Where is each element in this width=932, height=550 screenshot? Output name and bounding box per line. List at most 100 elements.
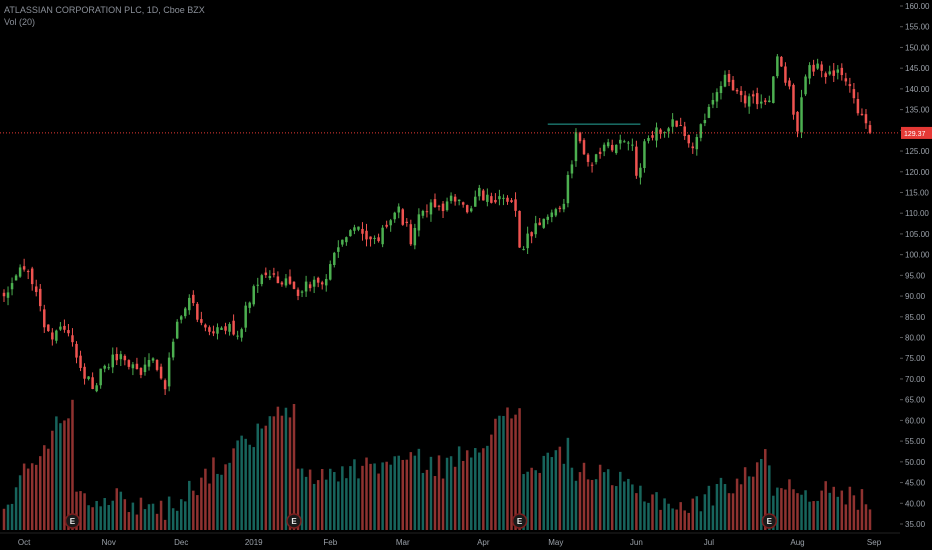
volume-bar bbox=[353, 459, 356, 530]
volume-bar bbox=[465, 450, 469, 530]
candle-body bbox=[679, 125, 682, 127]
volume-bar bbox=[22, 463, 26, 530]
volume-bar bbox=[135, 514, 139, 530]
candle-body bbox=[796, 111, 799, 132]
volume-bar bbox=[498, 415, 501, 530]
candle-body bbox=[381, 227, 384, 245]
volume-bar bbox=[373, 463, 376, 530]
volume-bar bbox=[296, 468, 300, 530]
candle-body bbox=[353, 227, 356, 231]
volume-bar bbox=[578, 472, 582, 530]
price-axis[interactable]: 35.00 40.00 45.00 50.00 55.00 60.00 65.00 70.00… bbox=[900, 2, 932, 529]
candle-body bbox=[562, 203, 566, 210]
candle-body bbox=[22, 266, 26, 270]
candle-body bbox=[55, 330, 58, 341]
volume-bar bbox=[478, 452, 481, 530]
candle-body bbox=[393, 212, 396, 220]
volume-bar bbox=[856, 509, 860, 530]
volume-bar bbox=[244, 438, 247, 530]
candle-body bbox=[99, 368, 102, 386]
volume-bar bbox=[409, 452, 413, 530]
candle-body bbox=[83, 366, 86, 379]
volume-bar bbox=[192, 490, 195, 530]
volume-bar bbox=[87, 505, 90, 530]
candle-body bbox=[675, 120, 678, 127]
volume-bar bbox=[667, 503, 670, 530]
candle-body bbox=[159, 366, 163, 379]
volume-bar bbox=[71, 399, 74, 530]
volume-bar bbox=[300, 468, 304, 530]
earnings-marker[interactable]: E bbox=[761, 513, 778, 529]
volume-bar bbox=[546, 452, 550, 530]
volume-bar bbox=[341, 466, 344, 530]
volume-bar bbox=[860, 489, 864, 530]
candle-body bbox=[216, 327, 219, 334]
volume-bar bbox=[864, 504, 868, 530]
candle-body bbox=[538, 222, 541, 226]
candle-body bbox=[780, 56, 783, 67]
candle-body bbox=[590, 164, 594, 166]
candle-body bbox=[715, 92, 719, 102]
volume-bar bbox=[212, 457, 215, 530]
candle-body bbox=[655, 127, 658, 141]
earnings-marker[interactable]: E bbox=[511, 513, 528, 529]
volume-bar bbox=[272, 416, 276, 530]
volume-bar bbox=[699, 511, 703, 530]
time-axis[interactable]: Oct Nov Dec 2019 Feb Mar Apr May Jun Jul Aug Sep bbox=[0, 532, 900, 547]
volume-bar bbox=[115, 488, 119, 530]
volume-bar bbox=[437, 455, 441, 530]
candle-body bbox=[147, 359, 151, 367]
candle-body bbox=[772, 76, 775, 103]
volume-bar bbox=[167, 496, 171, 530]
volume-bar bbox=[143, 509, 147, 530]
earnings-marker[interactable]: E bbox=[286, 513, 302, 529]
candle-body bbox=[671, 119, 674, 127]
candle-body bbox=[26, 271, 30, 273]
volume-bar bbox=[131, 502, 135, 530]
candle-body bbox=[522, 249, 525, 251]
price-tick-label: 125.00 bbox=[905, 147, 930, 156]
candle-body bbox=[296, 289, 300, 296]
earnings-circle bbox=[286, 513, 302, 529]
time-tick-label: Aug bbox=[790, 538, 804, 547]
volume-bar bbox=[518, 408, 521, 530]
candle-body bbox=[755, 93, 759, 105]
candle-body bbox=[550, 212, 554, 218]
candle-body bbox=[498, 196, 501, 200]
candle-body bbox=[453, 196, 457, 202]
candle-body bbox=[429, 202, 433, 215]
candle-body bbox=[200, 319, 203, 323]
candle-body bbox=[240, 329, 243, 338]
volume-bar bbox=[365, 457, 368, 530]
chart-lines bbox=[0, 123, 900, 134]
candle-body bbox=[510, 200, 513, 203]
candle-body bbox=[63, 325, 66, 330]
candle-body bbox=[208, 327, 211, 332]
candle-body bbox=[582, 140, 586, 155]
volume-bar bbox=[784, 489, 787, 530]
candle-body bbox=[252, 286, 255, 305]
volume-bar bbox=[316, 480, 320, 530]
earnings-marker[interactable]: E bbox=[64, 513, 81, 529]
candle-body bbox=[808, 65, 811, 79]
volume-bar bbox=[63, 420, 66, 530]
volume-bar bbox=[91, 507, 94, 530]
volume-bar bbox=[631, 484, 634, 530]
volume-bar bbox=[510, 418, 513, 530]
volume-bar bbox=[836, 496, 840, 530]
candle-body bbox=[820, 64, 823, 71]
candle-body bbox=[34, 286, 38, 293]
candle-body bbox=[469, 208, 473, 212]
candle-body bbox=[449, 195, 453, 201]
price-tick-label: 65.00 bbox=[905, 396, 926, 405]
candle-body bbox=[103, 365, 106, 369]
candle-body bbox=[260, 275, 264, 285]
volume-bar bbox=[506, 407, 509, 530]
volume-bar bbox=[558, 446, 562, 530]
volume-bar bbox=[401, 459, 405, 530]
volume-bar bbox=[349, 466, 352, 530]
volume-bar bbox=[179, 499, 183, 530]
candle-body bbox=[824, 73, 827, 78]
